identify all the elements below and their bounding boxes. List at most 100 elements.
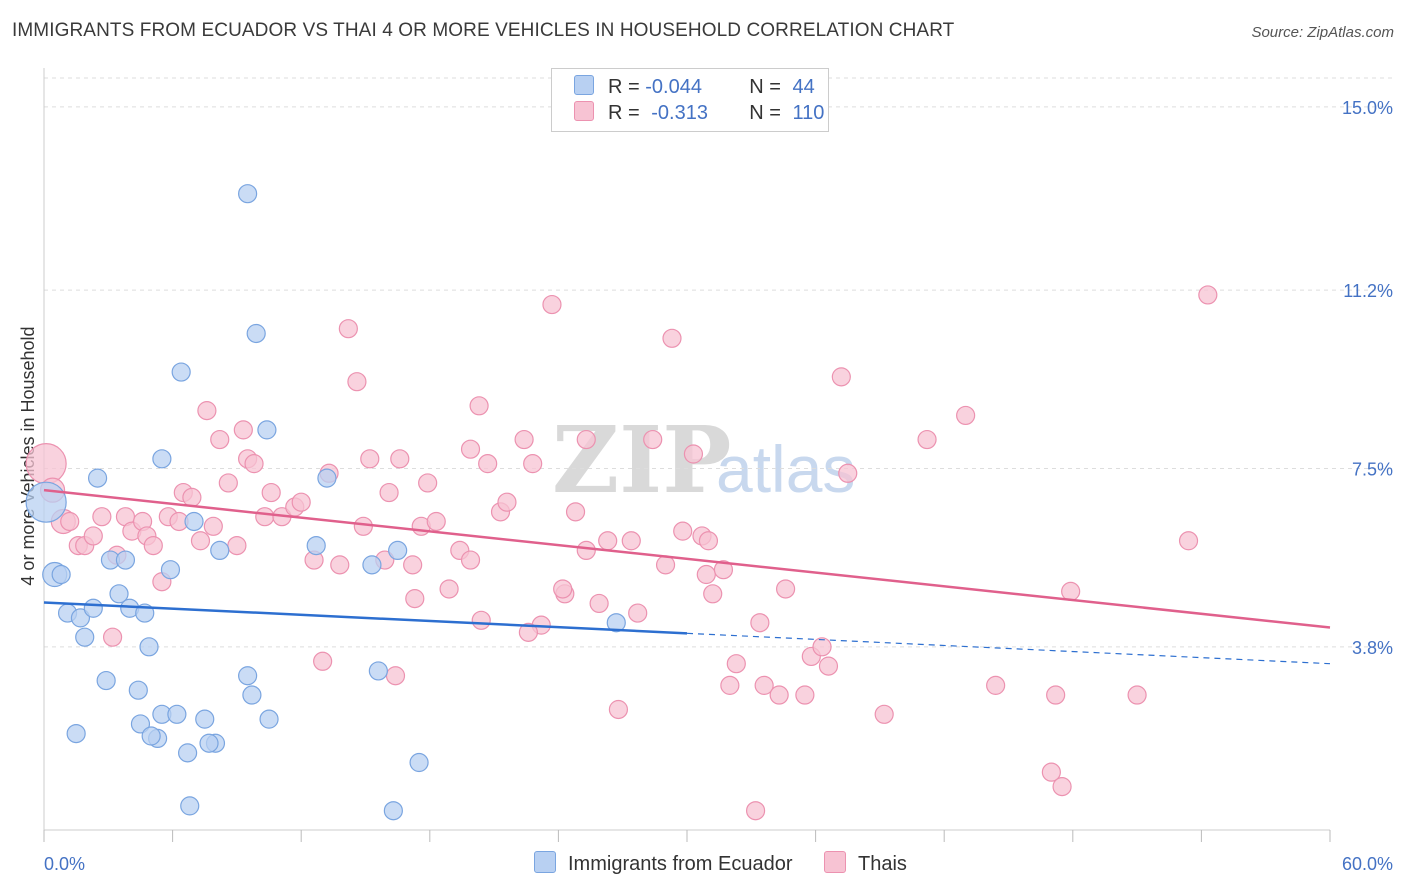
point-thais <box>418 473 438 493</box>
point-thais <box>720 675 740 695</box>
point-ecuador <box>115 550 136 570</box>
point-thais <box>598 531 618 551</box>
point-thais <box>291 492 311 512</box>
point-thais <box>379 482 399 503</box>
point-thais <box>347 372 367 392</box>
point-ecuador <box>259 709 279 729</box>
point-thais <box>92 507 112 527</box>
point-thais <box>403 555 423 575</box>
correlation-legend: R = -0.044 N = 44 R = -0.313 N = 110 <box>551 68 829 132</box>
point-thais <box>775 579 796 599</box>
point-ecuador <box>409 752 429 773</box>
point-thais <box>203 516 223 536</box>
point-ecuador <box>178 743 198 763</box>
y-tick-label: 3.8% <box>1352 638 1393 658</box>
point-thais <box>478 454 498 474</box>
point-thais <box>514 429 534 450</box>
point-thais <box>956 405 976 426</box>
point-thais <box>683 444 704 464</box>
point-thais <box>1046 685 1066 705</box>
point-thais <box>703 584 723 604</box>
legend-r-value-ecuador: -0.044 <box>645 76 702 98</box>
point-ecuador <box>383 801 403 821</box>
y-tick-label: 7.5% <box>1352 459 1393 479</box>
point-thais <box>812 637 832 657</box>
point-ecuador <box>141 726 161 746</box>
point-thais <box>750 613 770 633</box>
watermark-zip: ZIP <box>552 406 731 514</box>
point-ecuador <box>66 723 86 744</box>
point-ecuador <box>362 555 382 575</box>
source-label: Source: ZipAtlas.com <box>1251 24 1394 41</box>
point-thais <box>655 555 676 575</box>
chart-title: IMMIGRANTS FROM ECUADOR VS THAI 4 OR MOR… <box>12 20 955 41</box>
point-ecuador <box>171 362 191 382</box>
point-thais <box>233 420 253 440</box>
point-thais <box>698 531 719 551</box>
point-thais <box>621 531 641 551</box>
point-thais <box>1061 581 1081 601</box>
point-thais <box>353 516 373 536</box>
point-thais <box>874 704 894 724</box>
point-ecuador <box>199 733 219 753</box>
point-thais <box>986 675 1006 695</box>
watermark-atlas: atlas <box>716 432 855 506</box>
point-thais <box>460 439 481 459</box>
legend-n-label: N = <box>749 76 781 98</box>
legend-row-thais: R = -0.313 N = 110 <box>574 101 824 127</box>
point-ecuador <box>180 796 200 816</box>
bottom-legend-label-thais: Thais <box>858 853 907 875</box>
point-thais <box>190 531 211 551</box>
point-thais <box>102 627 123 647</box>
point-thais <box>227 535 247 556</box>
point-ecuador <box>246 323 266 344</box>
point-thais <box>1127 685 1147 705</box>
point-thais <box>338 319 358 339</box>
point-thais <box>831 367 851 387</box>
point-thais <box>745 801 766 821</box>
point-ecuador <box>109 584 129 604</box>
point-thais <box>696 564 716 585</box>
point-thais <box>576 540 596 561</box>
bottom-legend-thais: Thais <box>824 851 907 876</box>
point-thais <box>469 396 489 416</box>
point-thais <box>713 560 734 580</box>
point-ecuador <box>167 704 187 724</box>
point-thais <box>385 666 406 686</box>
point-ecuador <box>83 598 103 618</box>
legend-swatch-thais <box>574 101 594 121</box>
point-ecuador <box>388 540 408 561</box>
legend-n-value-thais: 110 <box>792 102 825 124</box>
point-thais <box>313 651 333 671</box>
point-thais <box>1178 531 1199 551</box>
point-thais <box>143 535 163 556</box>
y-tick-label: 11.2% <box>1343 281 1393 301</box>
legend-r-label: R = <box>608 102 640 124</box>
point-thais <box>523 454 543 474</box>
point-ecuador <box>152 449 172 469</box>
point-thais <box>25 443 67 485</box>
point-ecuador <box>139 637 159 657</box>
point-ecuador <box>128 680 148 700</box>
point-thais <box>553 579 573 599</box>
x-tick-label: 60.0% <box>1342 854 1393 874</box>
point-ecuador <box>96 670 116 691</box>
point-ecuador <box>25 481 67 523</box>
point-thais <box>360 449 380 469</box>
y-tick-label: 15.0% <box>1342 98 1393 118</box>
legend-swatch-ecuador <box>574 75 594 95</box>
trendline-thais <box>43 488 1331 629</box>
point-thais <box>1052 777 1072 797</box>
point-thais <box>643 429 663 450</box>
legend-n-label: N = <box>749 102 781 124</box>
bottom-legend-ecuador: Immigrants from Ecuador <box>534 851 793 876</box>
point-thais <box>255 507 275 527</box>
point-thais <box>60 511 80 532</box>
point-thais <box>218 473 238 493</box>
point-ecuador <box>242 685 262 705</box>
x-tick-label: 0.0% <box>44 854 85 874</box>
point-ecuador <box>70 608 91 628</box>
point-ecuador <box>306 535 326 556</box>
point-ecuador <box>368 661 388 681</box>
